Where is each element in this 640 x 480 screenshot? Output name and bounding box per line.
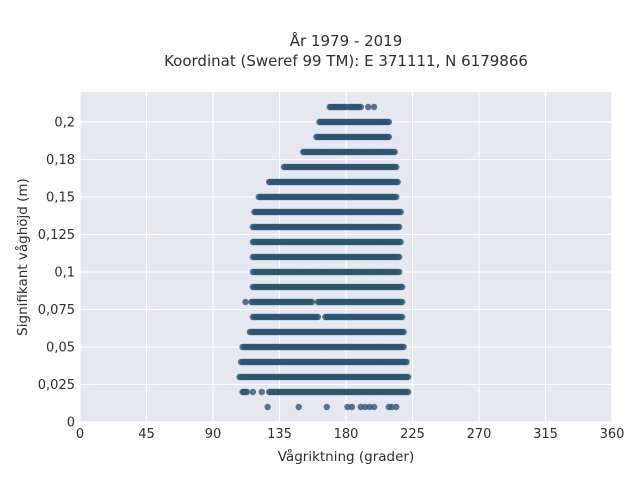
data-point [404, 388, 412, 396]
y-axis-label: Signifikant våghöjd (m) [14, 178, 31, 336]
x-tick-label: 135 [267, 427, 292, 442]
y-tick-label: 0,1 [54, 266, 75, 281]
data-point [393, 163, 400, 171]
data-point [370, 403, 378, 411]
y-tick-label: 0,18 [46, 153, 75, 168]
data-point [323, 403, 330, 411]
data-point [397, 208, 404, 216]
y-tick-label: 0 [67, 416, 75, 431]
x-tick-label: 180 [334, 427, 359, 442]
data-point [396, 253, 403, 261]
y-tick-label: 0,075 [38, 303, 75, 318]
data-point [348, 403, 356, 411]
data-point [314, 313, 322, 321]
data-point [295, 403, 302, 411]
x-tick-label: 90 [205, 427, 222, 442]
data-point [388, 403, 396, 411]
x-tick-label: 0 [76, 427, 84, 442]
data-point [264, 403, 271, 411]
y-tick-label: 0,15 [46, 191, 75, 206]
data-point [398, 313, 406, 321]
data-point [394, 178, 401, 186]
data-point [400, 343, 407, 351]
data-points [236, 103, 412, 411]
data-point [243, 388, 251, 396]
data-point [397, 238, 404, 246]
x-tick-label: 270 [467, 427, 492, 442]
data-point [398, 283, 406, 291]
data-point [258, 388, 265, 396]
data-point [370, 103, 378, 111]
y-tick-label: 0,125 [38, 228, 75, 243]
chart-subtitle: Koordinat (Sweref 99 TM): E 371111, N 61… [164, 52, 528, 70]
x-tick-label: 45 [138, 427, 155, 442]
data-point [308, 298, 316, 306]
data-point [396, 223, 403, 231]
y-axis-ticks: 0 0,025 0,05 0,075 0,1 0,125 0,15 0,18 0,2 [38, 116, 75, 431]
data-point [393, 403, 400, 411]
data-point [357, 103, 364, 111]
data-point [385, 133, 393, 141]
data-point [403, 358, 410, 366]
x-tick-label: 315 [533, 427, 558, 442]
data-point [391, 148, 398, 156]
data-point [404, 373, 412, 381]
y-tick-label: 0,025 [38, 378, 75, 393]
x-tick-label: 360 [600, 427, 625, 442]
chart-title: År 1979 - 2019 [290, 31, 403, 50]
data-point [385, 118, 393, 126]
x-axis-ticks: 0 45 90 135 180 225 270 315 360 [76, 427, 625, 442]
data-point [364, 103, 372, 111]
data-point [366, 403, 373, 411]
x-tick-label: 225 [400, 427, 425, 442]
data-point [393, 193, 400, 201]
data-point [344, 403, 351, 411]
data-point [362, 403, 369, 411]
y-tick-label: 0,05 [46, 341, 75, 356]
data-point [357, 403, 364, 411]
data-point [242, 298, 249, 306]
data-point [249, 388, 257, 396]
y-tick-label: 0,2 [54, 116, 75, 131]
x-axis-label: Vågriktning (grader) [278, 448, 415, 465]
data-point [396, 268, 403, 276]
data-point [398, 298, 406, 306]
data-point [400, 328, 407, 336]
